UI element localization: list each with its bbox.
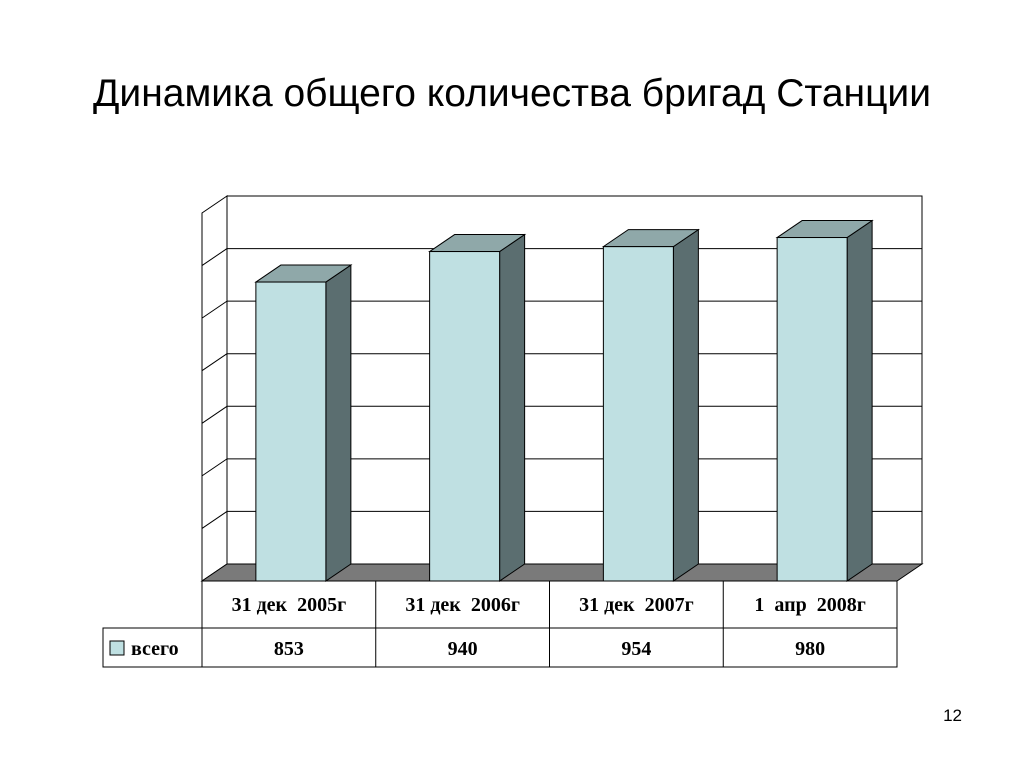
bar-side [325, 264, 352, 582]
bar-side [672, 228, 699, 582]
data-table: всего 31 дек 2005г 31 дек 2006г 31 дек 200… [102, 580, 898, 668]
bar [254, 264, 353, 582]
legend-series-label: всего [131, 638, 179, 660]
value-label: 954 [621, 638, 651, 660]
bar-side [846, 219, 873, 582]
bar [428, 233, 527, 582]
gridline-side [201, 405, 228, 424]
bar [601, 228, 700, 582]
bar [775, 219, 874, 582]
side-wall [201, 195, 228, 582]
category-label: 1 апр 2008г [754, 594, 865, 616]
bar-side [499, 233, 526, 582]
gridline-side [201, 511, 228, 529]
category-label: 31 дек 2006г [405, 594, 520, 616]
chart-bars [254, 219, 874, 582]
bar-front [776, 237, 848, 582]
bar-front [255, 281, 327, 582]
data-table-value-labels: 853 940 954 980 [274, 638, 825, 660]
gridline-side [201, 300, 228, 319]
gridline-side [201, 353, 228, 372]
slide-title: Динамика общего количества бригад Станци… [93, 72, 931, 115]
bar-front [429, 251, 501, 582]
data-table-grid [102, 580, 898, 668]
value-label: 940 [448, 638, 478, 660]
category-label: 31 дек 2007г [579, 594, 694, 616]
bar-front [602, 246, 674, 582]
page-number: 12 [943, 706, 962, 725]
value-label: 853 [274, 638, 304, 660]
gridline-side [201, 248, 228, 266]
table-value-row [102, 627, 898, 668]
data-table-category-labels: 31 дек 2005г 31 дек 2006г 31 дек 2007г 1 ап… [232, 594, 866, 616]
gridline-side [201, 458, 228, 477]
legend-swatch [109, 640, 125, 656]
value-label: 980 [795, 638, 825, 660]
category-label: 31 дек 2005г [232, 594, 347, 616]
